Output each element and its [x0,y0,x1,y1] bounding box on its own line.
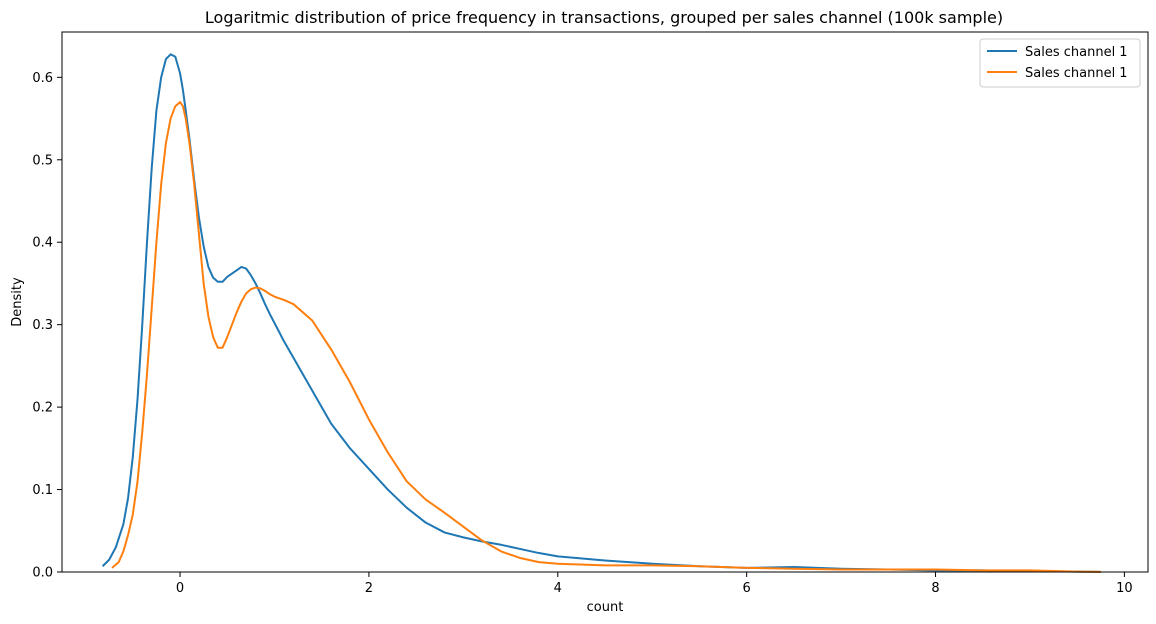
y-tick-label: 0.2 [32,401,53,416]
x-tick-label: 10 [1116,581,1133,596]
plot-frame [62,32,1148,572]
y-tick-label: 0.5 [32,153,53,168]
series-layer [101,53,1101,573]
series-line-1 [101,53,1101,573]
x-tick-label: 0 [176,581,184,596]
x-tick-label: 6 [743,581,751,596]
x-tick-label: 2 [365,581,373,596]
y-tick-label: 0.4 [32,236,53,251]
legend: Sales channel 1 Sales channel 1 [979,38,1141,88]
legend-label-series-2: Sales channel 1 [1025,66,1128,81]
chart-title: Logaritmic distribution of price frequen… [205,8,1003,27]
legend-label-series-1: Sales channel 1 [1025,45,1128,60]
y-axis-ticks: 0.0 0.1 0.2 0.3 0.4 0.5 0.6 [32,71,62,581]
x-axis-label: count [587,600,624,615]
plot-border [61,31,1149,573]
series-line-2 [111,101,1101,573]
y-tick-label: 0.6 [32,71,53,86]
x-tick-label: 8 [931,581,939,596]
x-tick-label: 4 [554,581,562,596]
y-axis-label: Density [10,277,25,327]
y-tick-label: 0.0 [32,566,53,581]
y-tick-label: 0.3 [32,318,53,333]
x-axis-ticks: 0 2 4 6 8 10 [176,572,1133,596]
plot-area [61,31,1149,573]
y-tick-label: 0.1 [32,483,53,498]
legend-box [979,38,1141,88]
